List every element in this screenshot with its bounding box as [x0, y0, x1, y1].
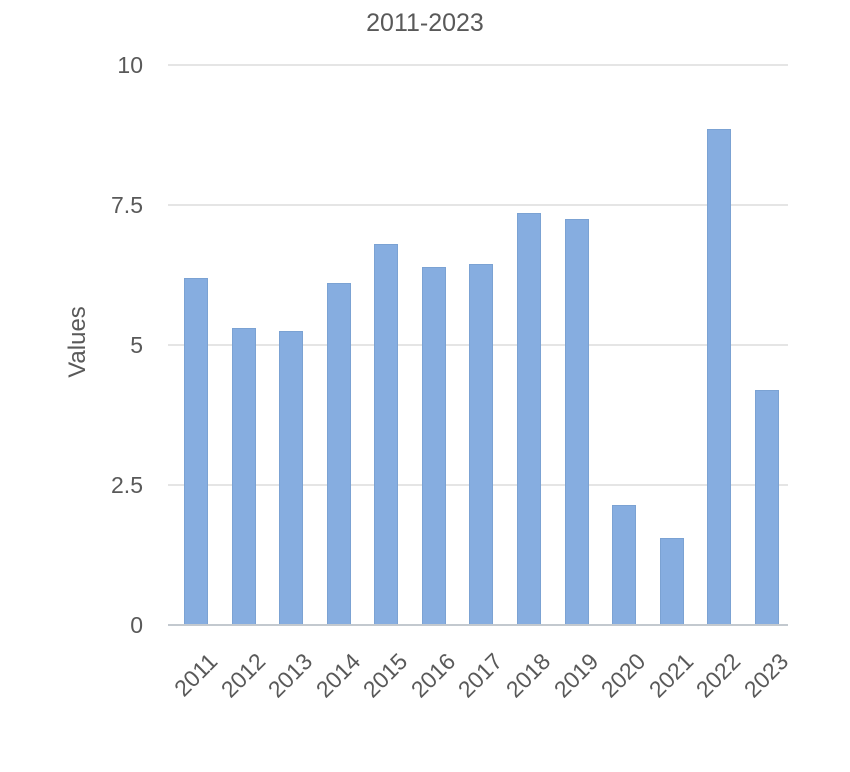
gridline-y-10: [168, 64, 788, 66]
x-axis-line: [168, 624, 788, 626]
bar-2015: [374, 244, 398, 624]
bar-2019: [565, 219, 589, 624]
y-tick-label-2.5: 2.5: [111, 472, 143, 498]
bar-2021: [660, 538, 684, 624]
bar-2023: [755, 390, 779, 624]
bar-2018: [517, 213, 541, 624]
bar-2016: [422, 267, 446, 624]
bar-2013: [279, 331, 303, 624]
bar-2017: [469, 264, 493, 624]
bar-2020: [612, 505, 636, 624]
gridline-y-7.5: [168, 204, 788, 206]
y-tick-label-5: 5: [130, 332, 143, 358]
y-tick-label-7.5: 7.5: [111, 192, 143, 218]
y-tick-label-10: 10: [117, 52, 143, 78]
bar-chart-figure: 2011-2023 Values 0 2.5 5 7.5 10 2011 2012 2013 2…: [64, 9, 793, 703]
y-tick-label-0: 0: [130, 612, 143, 638]
bar-2014: [327, 283, 351, 624]
chart-title: 2011-2023: [366, 9, 484, 37]
bar-2011: [184, 278, 208, 624]
bar-2012: [232, 328, 256, 624]
bar-2022: [707, 129, 731, 624]
